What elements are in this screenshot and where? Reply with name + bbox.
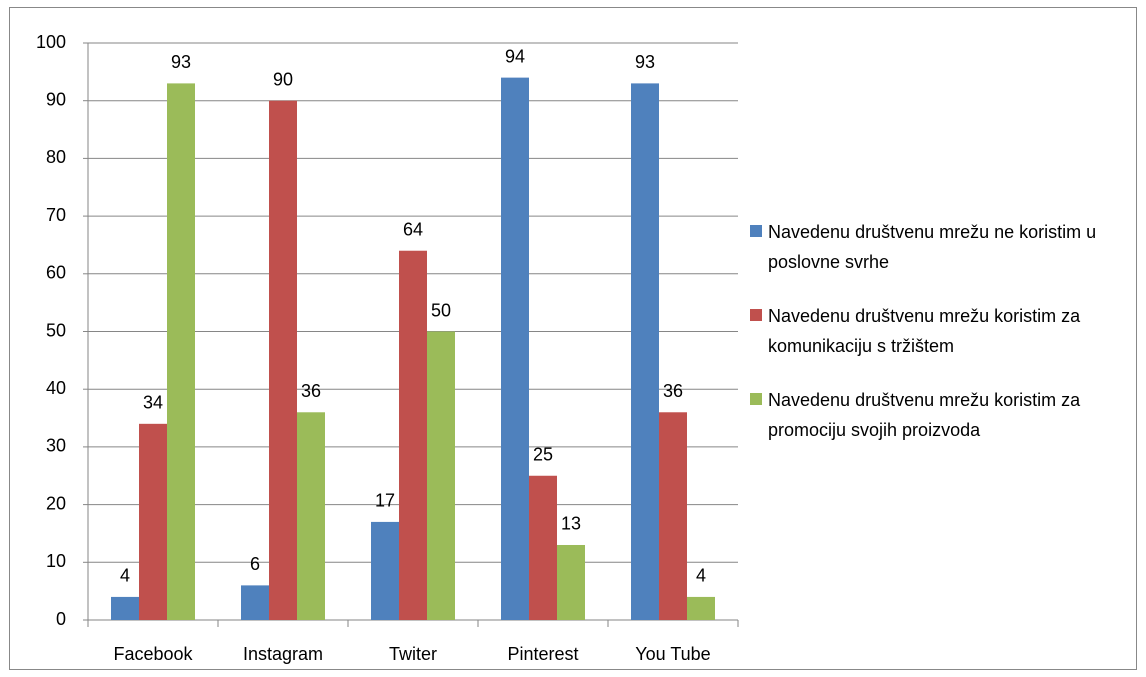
chart-border — [9, 7, 1137, 670]
legend-swatch — [750, 309, 762, 321]
data-label: 36 — [663, 381, 683, 401]
data-label: 13 — [561, 514, 581, 534]
data-label: 4 — [120, 566, 130, 586]
bar — [399, 250, 427, 620]
data-label: 50 — [431, 300, 451, 320]
x-tick-label: You Tube — [635, 644, 710, 664]
data-label: 36 — [301, 381, 321, 401]
data-label: 34 — [143, 393, 163, 413]
y-tick-label: 30 — [46, 436, 66, 456]
y-tick-label: 20 — [46, 493, 66, 513]
legend: Navedenu društvenu mrežu ne koristim u p… — [750, 217, 1130, 469]
bar — [529, 475, 557, 620]
legend-label: Navedenu društvenu mrežu koristim za pro… — [768, 390, 1081, 440]
x-tick-label: Twiter — [389, 644, 437, 664]
data-label: 25 — [533, 445, 553, 465]
data-label: 93 — [635, 52, 655, 72]
legend-item: Navedenu društvenu mrežu koristim za pro… — [750, 385, 1130, 445]
x-tick-label: Pinterest — [507, 644, 578, 664]
bar — [631, 83, 659, 620]
x-tick-label: Instagram — [243, 644, 323, 664]
legend-label: Navedenu društvenu mrežu koristim za kom… — [768, 306, 1081, 356]
bar — [659, 412, 687, 620]
data-label: 4 — [696, 566, 706, 586]
y-tick-label: 10 — [46, 551, 66, 571]
bar — [557, 544, 585, 620]
y-tick-label: 80 — [46, 147, 66, 167]
bar — [241, 585, 269, 620]
bar — [111, 596, 139, 620]
data-label: 94 — [505, 46, 525, 66]
legend-item: Navedenu društvenu mrežu ne koristim u p… — [750, 217, 1130, 277]
legend-swatch — [750, 225, 762, 237]
bar — [167, 83, 195, 620]
y-tick-label: 0 — [56, 609, 66, 629]
y-tick-label: 90 — [46, 89, 66, 109]
y-tick-label: 60 — [46, 263, 66, 283]
bar — [501, 77, 529, 621]
y-tick-label: 50 — [46, 320, 66, 340]
bar — [297, 412, 325, 620]
y-tick-label: 40 — [46, 378, 66, 398]
data-label: 90 — [273, 69, 293, 89]
data-label: 64 — [403, 219, 423, 239]
bar — [269, 100, 297, 620]
bar — [427, 331, 455, 620]
data-label: 6 — [250, 554, 260, 574]
legend-label: Navedenu društvenu mrežu ne koristim u p… — [768, 222, 1097, 272]
legend-swatch — [750, 393, 762, 405]
bar — [371, 521, 399, 620]
legend-item: Navedenu društvenu mrežu koristim za kom… — [750, 301, 1130, 361]
data-label: 93 — [171, 52, 191, 72]
x-tick-label: Facebook — [113, 644, 193, 664]
y-tick-label: 70 — [46, 205, 66, 225]
data-label: 17 — [375, 491, 395, 511]
bar — [687, 596, 715, 620]
y-tick-label: 100 — [36, 32, 66, 52]
bar — [139, 423, 167, 620]
